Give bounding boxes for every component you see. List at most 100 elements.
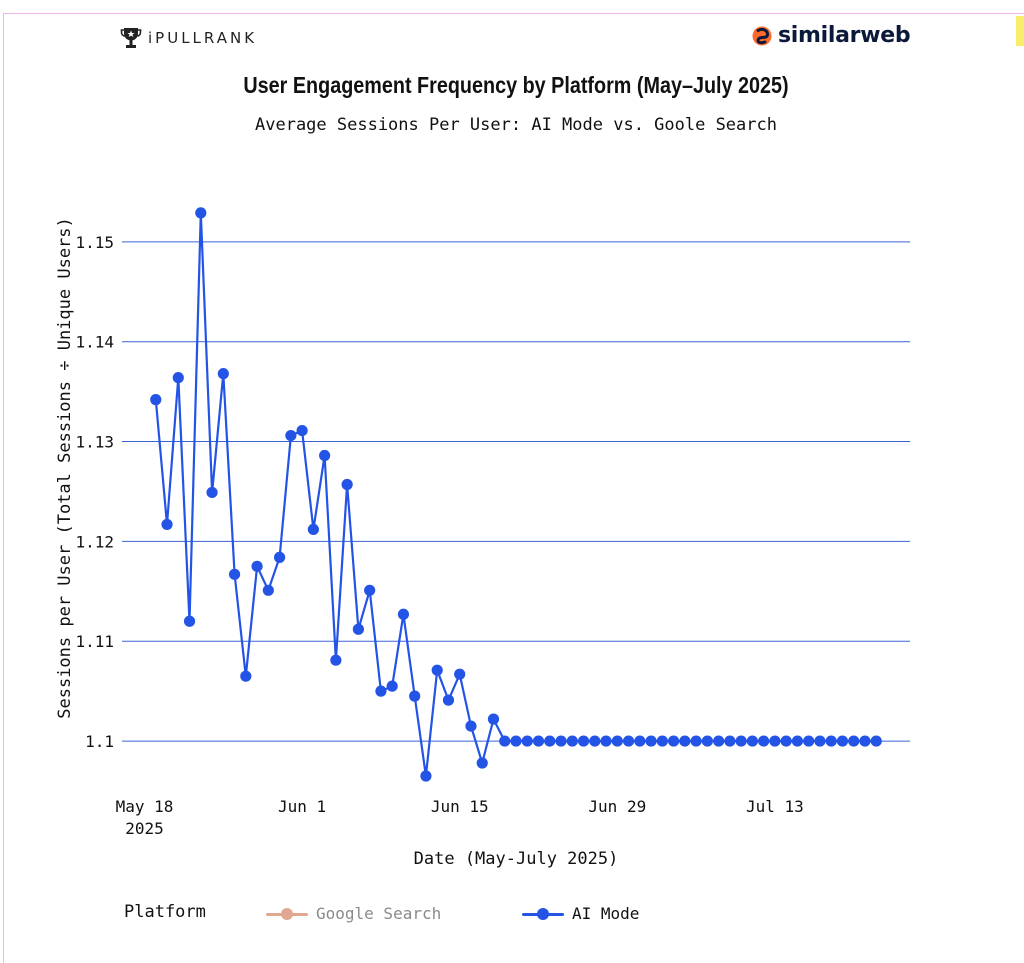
data-point [217, 368, 229, 380]
axes: 1.1 1.11 1.12 1.13 1.14 1.15 May 18 2025 Jun 1 Ju… [75, 233, 803, 838]
y-tick-label: 1.11 [75, 632, 114, 651]
data-point [532, 735, 545, 747]
data-point [341, 478, 353, 491]
y-tick-label: 1.15 [75, 233, 114, 252]
series-layer [150, 207, 882, 782]
data-point [454, 668, 466, 680]
data-point [206, 486, 218, 499]
data-point [296, 424, 308, 437]
data-point [228, 568, 241, 580]
data-point [589, 735, 601, 747]
data-point [442, 694, 455, 706]
y-tick-label: 1.13 [75, 433, 114, 452]
x-tick-label: May 18 [116, 797, 174, 816]
similarweb-logo-text: similarweb [778, 23, 911, 48]
data-point [352, 623, 364, 635]
data-point [499, 735, 511, 747]
data-point [420, 770, 432, 782]
y-axis-label: Sessions per User (Total Sessions ÷ Uniq… [55, 217, 75, 719]
trophy-icon [120, 28, 142, 48]
line-chart: 1.1 1.11 1.12 1.13 1.14 1.15 May 18 2025 Jun 1 Ju… [55, 207, 910, 869]
data-point [409, 690, 421, 702]
data-point [397, 608, 410, 620]
data-point [758, 735, 770, 747]
data-point [803, 735, 815, 747]
chart-legend: Platform Google Search AI Mode [0, 902, 1024, 926]
x-tick-label: Jul 13 [746, 797, 804, 816]
x-axis-label: Date (May-July 2025) [414, 849, 619, 869]
chart-subtitle: Average Sessions Per User: AI Mode vs. G… [255, 115, 777, 135]
data-point [735, 735, 747, 747]
corner-tab [1016, 16, 1024, 46]
x-tick-label: Jun 1 [278, 797, 326, 816]
data-point [150, 394, 162, 406]
data-point [476, 757, 488, 769]
ipullrank-logo: iPULLRANK [120, 26, 257, 50]
data-point [724, 735, 736, 747]
data-point [622, 735, 635, 747]
data-point [611, 735, 623, 747]
data-point [544, 735, 556, 747]
data-point [836, 735, 849, 747]
data-point [195, 207, 207, 219]
data-point [307, 523, 319, 536]
data-point [274, 551, 286, 563]
y-tick-label: 1.14 [75, 333, 114, 352]
data-point [375, 685, 387, 697]
series-line-ai-mode [154, 211, 877, 778]
legend-swatch-ai-mode [522, 906, 564, 922]
data-point [814, 735, 826, 747]
data-point [577, 735, 590, 747]
y-tick-label: 1.12 [75, 532, 114, 551]
data-point [240, 670, 252, 682]
grid-lines [122, 241, 910, 742]
y-tick-label: 1.1 [85, 732, 114, 751]
legend-label-google-search: Google Search [316, 904, 442, 923]
data-point [791, 735, 804, 747]
data-point [634, 735, 646, 747]
data-point [645, 735, 657, 747]
ipullrank-logo-text: iPULLRANK [148, 29, 258, 47]
data-point [713, 735, 725, 747]
data-point [555, 735, 567, 747]
data-point [825, 735, 837, 747]
data-point [487, 713, 500, 725]
similarweb-logo: similarweb [752, 23, 911, 48]
data-point [251, 560, 263, 572]
data-point [510, 735, 522, 747]
data-point [600, 735, 612, 747]
data-point [656, 735, 668, 747]
data-point [364, 584, 376, 596]
data-point [769, 735, 781, 747]
data-point [330, 654, 342, 666]
data-point [521, 735, 533, 747]
data-point [566, 735, 578, 747]
legend-swatch-google-search [266, 906, 308, 922]
data-point [465, 720, 477, 732]
x-tick-label: Jun 29 [588, 797, 646, 816]
data-point [161, 518, 173, 531]
x-tick-label: Jun 15 [431, 797, 489, 816]
legend-title: Platform [124, 902, 206, 922]
data-point [386, 680, 398, 692]
data-point [183, 615, 196, 627]
data-point [262, 584, 274, 596]
data-point [285, 429, 297, 442]
similarweb-mark-icon [752, 26, 772, 45]
legend-label-ai-mode: AI Mode [572, 904, 640, 923]
legend-item-ai-mode[interactable]: AI Mode [522, 904, 639, 923]
data-point [431, 664, 443, 676]
data-point [859, 735, 871, 747]
data-point [848, 735, 860, 747]
data-point [668, 735, 680, 747]
data-point [746, 735, 759, 747]
data-point [690, 735, 702, 747]
x-tick-sublabel: 2025 [125, 819, 164, 838]
chart-title: User Engagement Frequency by Platform (M… [243, 72, 789, 98]
data-point [870, 735, 882, 747]
data-point [701, 735, 713, 747]
data-point [679, 735, 691, 747]
legend-item-google-search[interactable]: Google Search [266, 904, 441, 923]
data-point [172, 372, 184, 384]
page-frame [3, 13, 1024, 963]
